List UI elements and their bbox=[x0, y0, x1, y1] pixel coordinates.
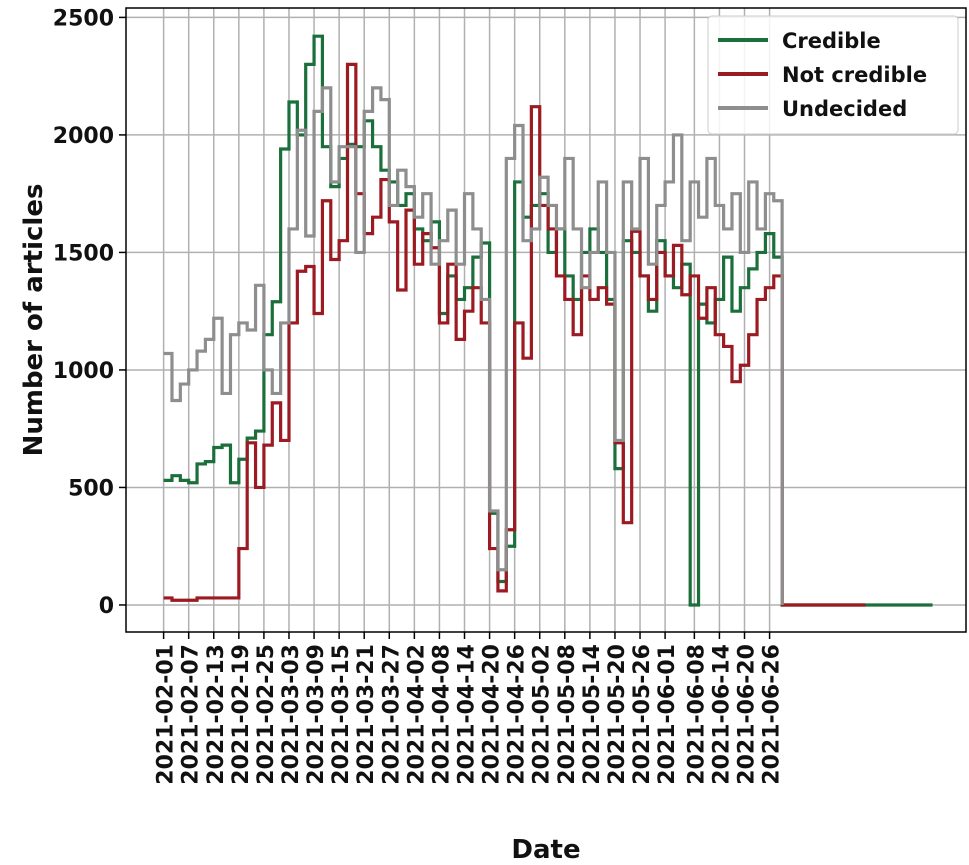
x-tick-label: 2021-03-09 bbox=[304, 644, 329, 785]
legend-label: Credible bbox=[782, 29, 881, 53]
y-tick-label: 2500 bbox=[53, 6, 114, 31]
x-tick-label: 2021-05-14 bbox=[580, 644, 605, 785]
y-tick-label: 1500 bbox=[53, 241, 114, 266]
x-tick-label: 2021-05-20 bbox=[605, 644, 630, 785]
x-tick-label: 2021-05-02 bbox=[530, 644, 555, 785]
y-axis-label: Number of articles bbox=[19, 184, 49, 457]
series-line bbox=[163, 86, 784, 605]
x-tick-label: 2021-04-14 bbox=[455, 644, 480, 785]
x-axis-label: Date bbox=[511, 835, 580, 865]
x-tick-label: 2021-03-03 bbox=[279, 644, 304, 785]
x-tick-label: 2021-04-20 bbox=[480, 644, 505, 785]
x-tick-label: 2021-03-27 bbox=[379, 644, 404, 785]
x-tick-label: 2021-02-01 bbox=[154, 644, 179, 785]
x-tick-label: 2021-02-07 bbox=[179, 644, 204, 785]
x-tick-label: 2021-06-20 bbox=[735, 644, 760, 785]
x-tick-label: 2021-04-02 bbox=[404, 644, 429, 785]
y-tick-label: 2000 bbox=[53, 124, 114, 149]
x-tick-label: 2021-05-08 bbox=[555, 644, 580, 785]
x-tick-label: 2021-06-14 bbox=[709, 644, 734, 785]
x-tick-label: 2021-02-25 bbox=[254, 644, 279, 785]
x-tick-label: 2021-06-08 bbox=[684, 644, 709, 785]
y-tick-label: 0 bbox=[99, 594, 114, 619]
x-tick-label: 2021-05-26 bbox=[630, 644, 655, 785]
y-tick-label: 1000 bbox=[53, 359, 114, 384]
x-tick-label: 2021-04-26 bbox=[505, 644, 530, 785]
x-tick-label: 2021-02-19 bbox=[229, 644, 254, 785]
x-tick-label: 2021-06-01 bbox=[655, 644, 680, 785]
legend-box bbox=[707, 15, 959, 135]
x-tick-label: 2021-03-21 bbox=[354, 644, 379, 785]
plot-frame bbox=[125, 7, 967, 633]
legend-label: Not credible bbox=[782, 63, 927, 87]
x-tick-label: 2021-03-15 bbox=[329, 644, 354, 785]
x-tick-label: 2021-04-08 bbox=[429, 644, 454, 785]
legend-label: Undecided bbox=[782, 97, 907, 121]
x-tick-label: 2021-06-26 bbox=[760, 644, 785, 785]
legend: Credible Not credible Undecided bbox=[707, 15, 959, 135]
y-tick-label: 500 bbox=[68, 476, 114, 501]
x-tick-label: 2021-02-13 bbox=[204, 644, 229, 785]
